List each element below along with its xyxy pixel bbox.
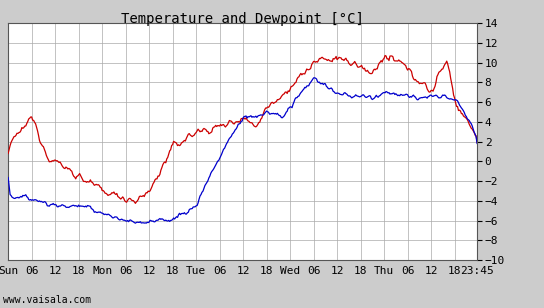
- Text: 12: 12: [143, 266, 156, 276]
- Text: Thu: Thu: [374, 266, 394, 276]
- Text: 12: 12: [48, 266, 62, 276]
- Text: 06: 06: [307, 266, 320, 276]
- Text: Tue: Tue: [186, 266, 206, 276]
- Text: 06: 06: [25, 266, 39, 276]
- Text: 18: 18: [260, 266, 273, 276]
- Text: 12: 12: [330, 266, 344, 276]
- Text: www.vaisala.com: www.vaisala.com: [3, 295, 91, 305]
- Text: 06: 06: [401, 266, 415, 276]
- Text: 18: 18: [354, 266, 367, 276]
- Text: Sun: Sun: [0, 266, 18, 276]
- Text: 06: 06: [213, 266, 226, 276]
- Text: 18: 18: [166, 266, 180, 276]
- Text: Temperature and Dewpoint [°C]: Temperature and Dewpoint [°C]: [121, 12, 364, 26]
- Text: 12: 12: [424, 266, 438, 276]
- Text: 12: 12: [236, 266, 250, 276]
- Text: 18: 18: [72, 266, 85, 276]
- Text: Wed: Wed: [280, 266, 300, 276]
- Text: Mon: Mon: [92, 266, 112, 276]
- Text: 23:45: 23:45: [460, 266, 494, 276]
- Text: 06: 06: [119, 266, 132, 276]
- Text: 18: 18: [448, 266, 461, 276]
